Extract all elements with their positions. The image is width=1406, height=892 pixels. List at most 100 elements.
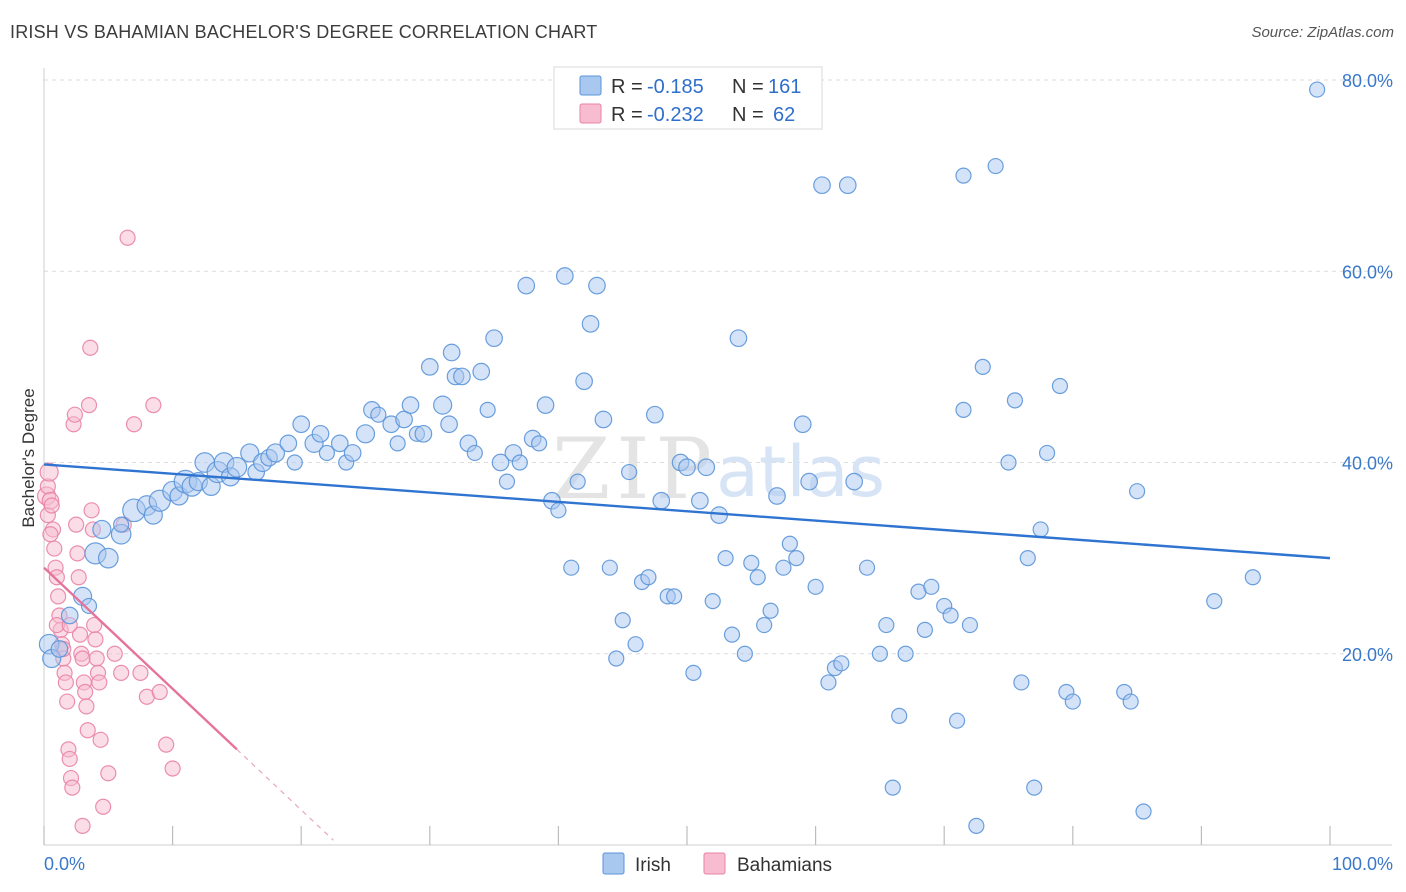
irish-point [666,588,683,605]
irish-point [113,516,130,533]
tick-labels: 20.0% 40.0% 60.0% 80.0% 0.0% 100.0% [44,71,1393,874]
irish-point [884,779,901,796]
bahamian-point [42,526,59,543]
irish-point [1135,803,1152,820]
bahamian-point [74,650,91,667]
y-tick-label: 20.0% [1342,645,1393,665]
bahamian-point [74,817,91,834]
legend-bahamian-r-value: -0.232 [647,104,704,126]
irish-point [955,167,972,184]
irish-point [1122,693,1139,710]
bahamian-point [59,693,76,710]
legend-irish-r-value: -0.185 [647,76,704,98]
irish-point [961,616,979,634]
irish-point [80,597,98,615]
irish-point [401,396,420,414]
irish-point [517,276,536,295]
irish-point [60,606,79,625]
bottom-legend-bahamian-label[interactable]: Bahamians [737,855,832,876]
bahamian-point [113,664,130,681]
irish-point [50,640,69,658]
irish-point [614,612,631,629]
irish-point [395,410,413,429]
irish-point [292,415,311,434]
irish-point [723,626,741,643]
irish-point [775,559,792,576]
irish-point [974,358,991,375]
irish-point [756,616,773,634]
irish-point [948,712,966,729]
y-tick-label: 60.0% [1342,262,1393,282]
irish-point [1206,593,1223,610]
irish-point [878,616,895,634]
irish-point [768,487,786,505]
irish-point [697,458,716,477]
irish-point [491,453,510,472]
irish-point [1000,454,1017,471]
irish-points [38,81,1326,834]
irish-point [858,559,876,576]
x-tick-label: 0.0% [44,854,85,874]
irish-point [942,607,959,624]
irish-point [498,473,516,490]
irish-point [640,569,657,586]
irish-point [311,424,330,443]
irish-point [555,267,574,285]
legend-bahamian-r-label: R = [611,104,643,126]
irish-point [762,602,779,619]
irish-point [897,645,914,662]
irish-point [472,362,491,381]
legend-bahamian-n-value: 62 [773,104,795,126]
irish-point [807,578,824,595]
irish-point [594,410,613,429]
irish-point [813,176,831,195]
irish-point [627,636,644,653]
irish-point [226,456,248,478]
bottom-legend: Irish Bahamians [602,852,832,876]
irish-point [717,550,734,567]
irish-point [685,664,702,681]
irish-point [318,444,336,462]
irish-point [736,645,753,662]
irish-point [420,358,439,376]
irish-point [581,314,600,333]
irish-point [838,176,857,195]
irish-point [511,454,528,471]
bahamian-point [132,664,149,681]
irish-point [588,276,606,295]
bottom-legend-bahamian-swatch[interactable] [703,852,726,875]
irish-point [601,559,618,576]
irish-point [820,674,837,691]
y-tick-label: 80.0% [1342,71,1393,91]
irish-point [788,550,805,567]
bahamian-point [125,416,143,433]
irish-point [871,645,889,662]
bahamian-point [78,698,95,715]
bahamian-point [91,674,108,691]
bahamian-point [82,339,99,356]
bahamian-points [36,229,181,834]
irish-point [563,559,580,576]
irish-point [1244,569,1261,586]
irish-point [691,491,709,510]
bahamian-trend-extension [236,748,334,841]
bottom-legend-irish-swatch[interactable] [602,852,625,875]
trend-lines [43,463,1331,841]
bahamian-point [66,406,83,423]
bahamian-point [80,397,98,414]
bahamian-point [119,229,136,246]
bahamian-point [100,765,117,782]
irish-point [240,443,260,463]
bahamian-point [46,540,63,557]
bahamian-point [64,779,81,796]
irish-point [1051,377,1069,395]
bahamian-point [158,736,175,753]
irish-point [1309,81,1326,98]
bottom-legend-irish-label[interactable]: Irish [635,855,671,876]
irish-point [1006,392,1024,409]
irish-point [466,444,483,462]
irish-point [793,415,812,434]
irish-point [1128,483,1146,500]
irish-point [569,473,586,490]
